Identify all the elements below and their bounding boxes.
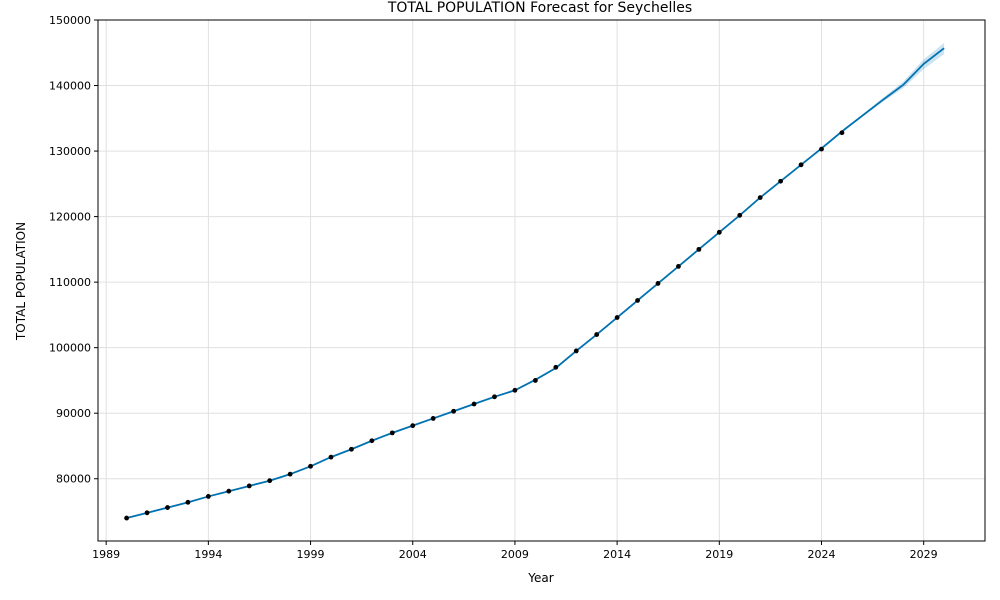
observed-point — [614, 315, 620, 320]
plot-frame — [97, 19, 986, 542]
observed-point — [349, 446, 354, 452]
observed-point — [696, 246, 702, 252]
observed-point — [205, 494, 211, 499]
observed-point — [124, 515, 130, 521]
x-tick-label: 2014 — [603, 548, 631, 561]
observed-point — [676, 264, 681, 269]
observed-point — [144, 510, 150, 516]
y-tick-label: 90000 — [56, 407, 91, 420]
y-tick-label: 120000 — [49, 211, 91, 224]
observed-point — [635, 298, 640, 303]
observed-point — [267, 478, 273, 484]
x-tick-label: 2004 — [399, 548, 427, 561]
observed-point — [655, 281, 661, 286]
y-tick-label: 150000 — [49, 14, 91, 27]
y-tick-label: 140000 — [49, 80, 91, 93]
x-tick-label: 1999 — [297, 548, 325, 561]
y-tick-label: 80000 — [56, 473, 91, 486]
observed-point — [287, 471, 293, 477]
observed-point — [451, 408, 457, 414]
x-axis-label: Year — [527, 571, 553, 585]
observed-point — [410, 423, 416, 429]
observed-point — [819, 146, 824, 152]
x-tick-label: 2019 — [705, 548, 733, 561]
observed-point — [165, 505, 170, 510]
observed-point — [492, 394, 497, 400]
observed-point — [246, 483, 252, 489]
x-axis-ticks: 1989 1994 1999 2004 2009 2014 2019 2024 2029 — [92, 541, 938, 561]
observed-point — [798, 162, 804, 168]
x-tick-label: 2024 — [807, 548, 835, 561]
observed-point — [471, 401, 477, 407]
x-tick-label: 1989 — [92, 548, 120, 561]
observed-point — [532, 378, 538, 383]
observed-point — [369, 438, 375, 444]
observed-point — [757, 195, 763, 200]
observed-point — [185, 499, 191, 505]
y-axis-ticks: 80000 90000 100000 110000 120000 130000 140000… — [49, 14, 98, 486]
observed-point — [737, 212, 743, 218]
observed-point — [308, 463, 313, 469]
gridlines — [98, 19, 985, 541]
observed-point — [328, 454, 334, 460]
observed-point — [716, 229, 722, 235]
y-tick-label: 100000 — [49, 342, 91, 355]
observed-point — [594, 332, 600, 337]
x-tick-label: 2009 — [501, 548, 529, 561]
observed-point — [553, 364, 559, 370]
observed-point — [512, 387, 518, 393]
x-tick-label: 1994 — [194, 548, 222, 561]
observed-point — [226, 488, 232, 494]
observed-point — [778, 178, 784, 184]
chart-title: TOTAL POPULATION Forecast for Seychelles — [387, 0, 692, 16]
y-axis-label: TOTAL POPULATION — [14, 222, 28, 341]
observed-point — [839, 130, 845, 136]
y-tick-label: 130000 — [49, 145, 91, 158]
x-tick-label: 2029 — [910, 548, 938, 561]
observed-point — [430, 416, 436, 421]
y-tick-label: 110000 — [49, 276, 91, 289]
observed-point — [389, 430, 395, 436]
observed-point — [573, 348, 579, 354]
observed-points — [124, 130, 845, 521]
